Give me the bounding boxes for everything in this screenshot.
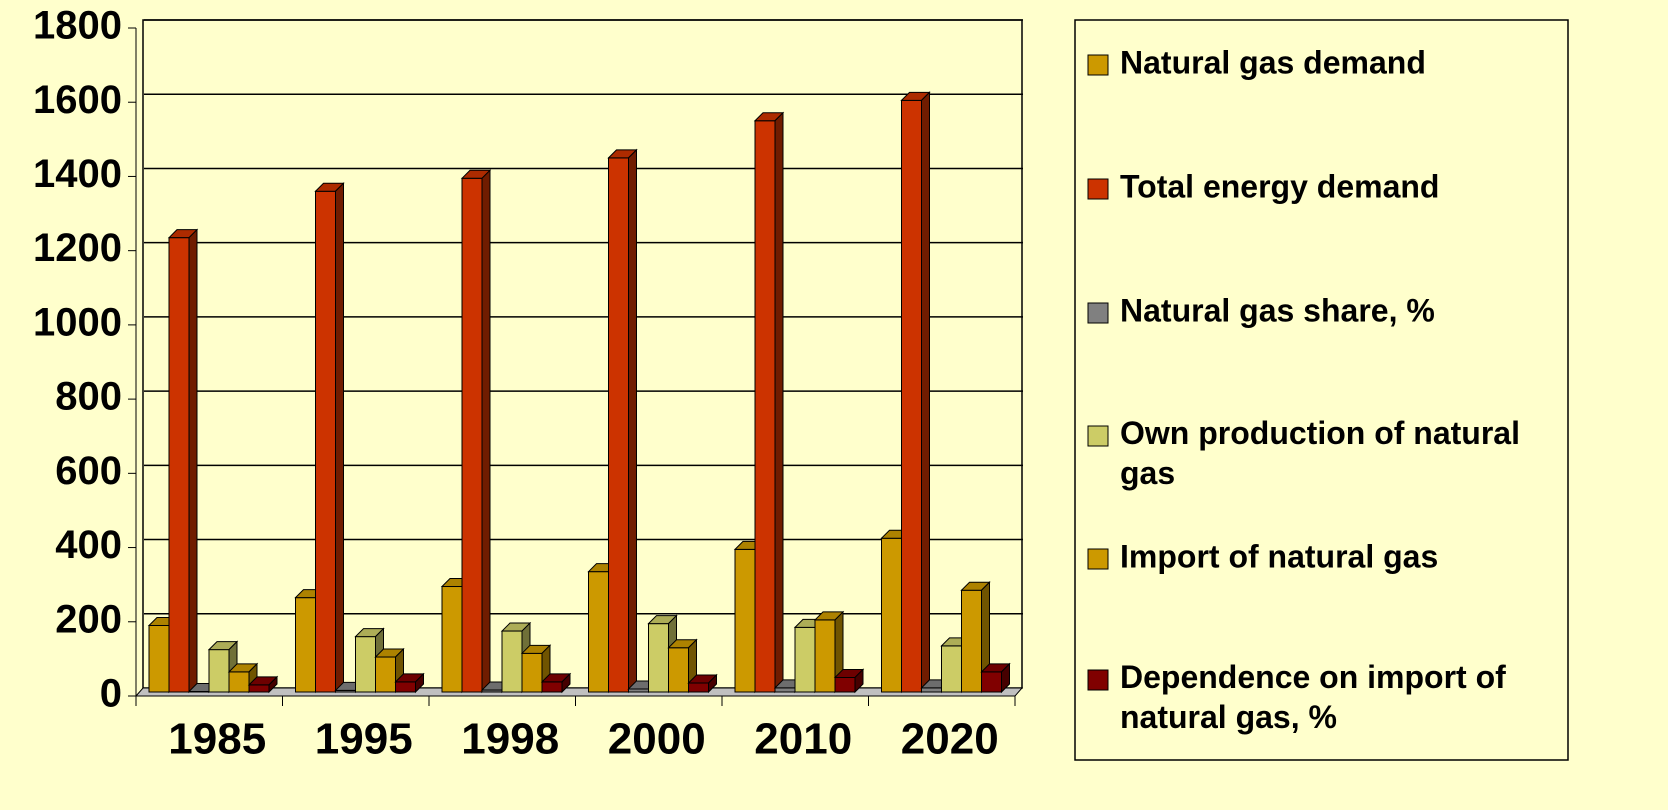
y-tick-label: 1000 [33, 300, 122, 344]
legend-swatch [1087, 669, 1109, 691]
bar [833, 668, 865, 694]
bar-front [248, 684, 270, 693]
bar-side [1001, 662, 1010, 694]
bar-front [501, 630, 523, 693]
bar [314, 182, 345, 694]
legend-label: Import of natural gas [1120, 538, 1438, 574]
x-tick-label: 1995 [315, 715, 413, 764]
y-tick-label: 600 [55, 449, 122, 493]
bar-front [901, 99, 922, 693]
bar-front [148, 624, 170, 693]
x-tick-label: 2020 [901, 715, 999, 764]
legend-swatch [1087, 425, 1109, 447]
x-tick-label: 1985 [168, 715, 266, 764]
legend-label: Natural gas demand [1120, 44, 1426, 80]
bar-front [295, 597, 316, 693]
y-tick-label: 1400 [33, 152, 122, 196]
legend-swatch [1087, 548, 1109, 570]
bar-front [441, 586, 463, 693]
bar-front [521, 652, 543, 693]
bar-front [881, 537, 902, 693]
bar-front [541, 681, 563, 693]
bar-front [461, 177, 483, 693]
legend-swatch [1087, 302, 1109, 324]
y-tick-label: 200 [55, 597, 122, 641]
y-tick-label: 1600 [33, 78, 122, 122]
y-tick-label: 400 [55, 523, 122, 567]
bar-front [688, 682, 709, 693]
bar-front [375, 656, 396, 693]
bar-front [941, 645, 962, 693]
bar-front [834, 676, 856, 693]
legend-label: Total energy demand [1120, 168, 1439, 204]
bar-front [228, 671, 250, 693]
bar-side [481, 169, 491, 694]
bar [813, 610, 845, 694]
bar [900, 91, 931, 694]
bar-front [921, 687, 942, 693]
bar [394, 672, 425, 694]
bar [247, 675, 279, 694]
bar-front [754, 120, 776, 693]
bar-side [188, 228, 198, 694]
legend-swatch [1087, 54, 1109, 76]
bar-front [168, 237, 190, 693]
legend-label: Natural gas share, % [1120, 292, 1435, 328]
bar-side [561, 672, 571, 694]
bar-front [608, 157, 629, 693]
bar-side [708, 673, 717, 694]
bar-front [355, 636, 376, 693]
bar-front [981, 671, 1002, 693]
bar-front [395, 681, 416, 693]
x-tick-label: 2000 [608, 715, 706, 764]
y-tick-label: 800 [55, 375, 122, 419]
y-tick-label: 1200 [33, 226, 122, 270]
bar-front [814, 619, 836, 693]
bar-front [961, 589, 982, 693]
bar-side [854, 668, 864, 694]
bar-side [628, 148, 637, 694]
bar-front [734, 548, 756, 693]
legend-label: Dependence on import of natural gas, % [1120, 659, 1515, 735]
x-tick-label: 2010 [754, 715, 852, 764]
bar [540, 672, 572, 694]
bar-front [208, 649, 230, 693]
bar [687, 673, 718, 694]
bar-side [415, 672, 424, 694]
bar-front [588, 571, 609, 693]
bar [960, 581, 991, 694]
bar-side [921, 91, 930, 694]
bar [753, 111, 785, 694]
bar [167, 228, 199, 694]
bar-side [774, 111, 784, 694]
legend-label: Own production of natural gas [1120, 415, 1529, 491]
legend-swatch [1087, 178, 1109, 200]
bar-front [794, 626, 816, 693]
x-tick-label: 1998 [461, 715, 559, 764]
bar [607, 148, 638, 694]
bar-front [648, 623, 669, 693]
bar-side [268, 675, 278, 694]
bar-front [668, 647, 689, 693]
bar [460, 169, 492, 694]
bar [980, 662, 1011, 694]
bar-front [315, 190, 336, 693]
bar-side [335, 182, 344, 694]
y-tick-label: 0 [100, 672, 122, 716]
bar-front [774, 687, 796, 693]
y-tick-label: 1800 [33, 4, 122, 48]
legend-box [1074, 19, 1569, 761]
